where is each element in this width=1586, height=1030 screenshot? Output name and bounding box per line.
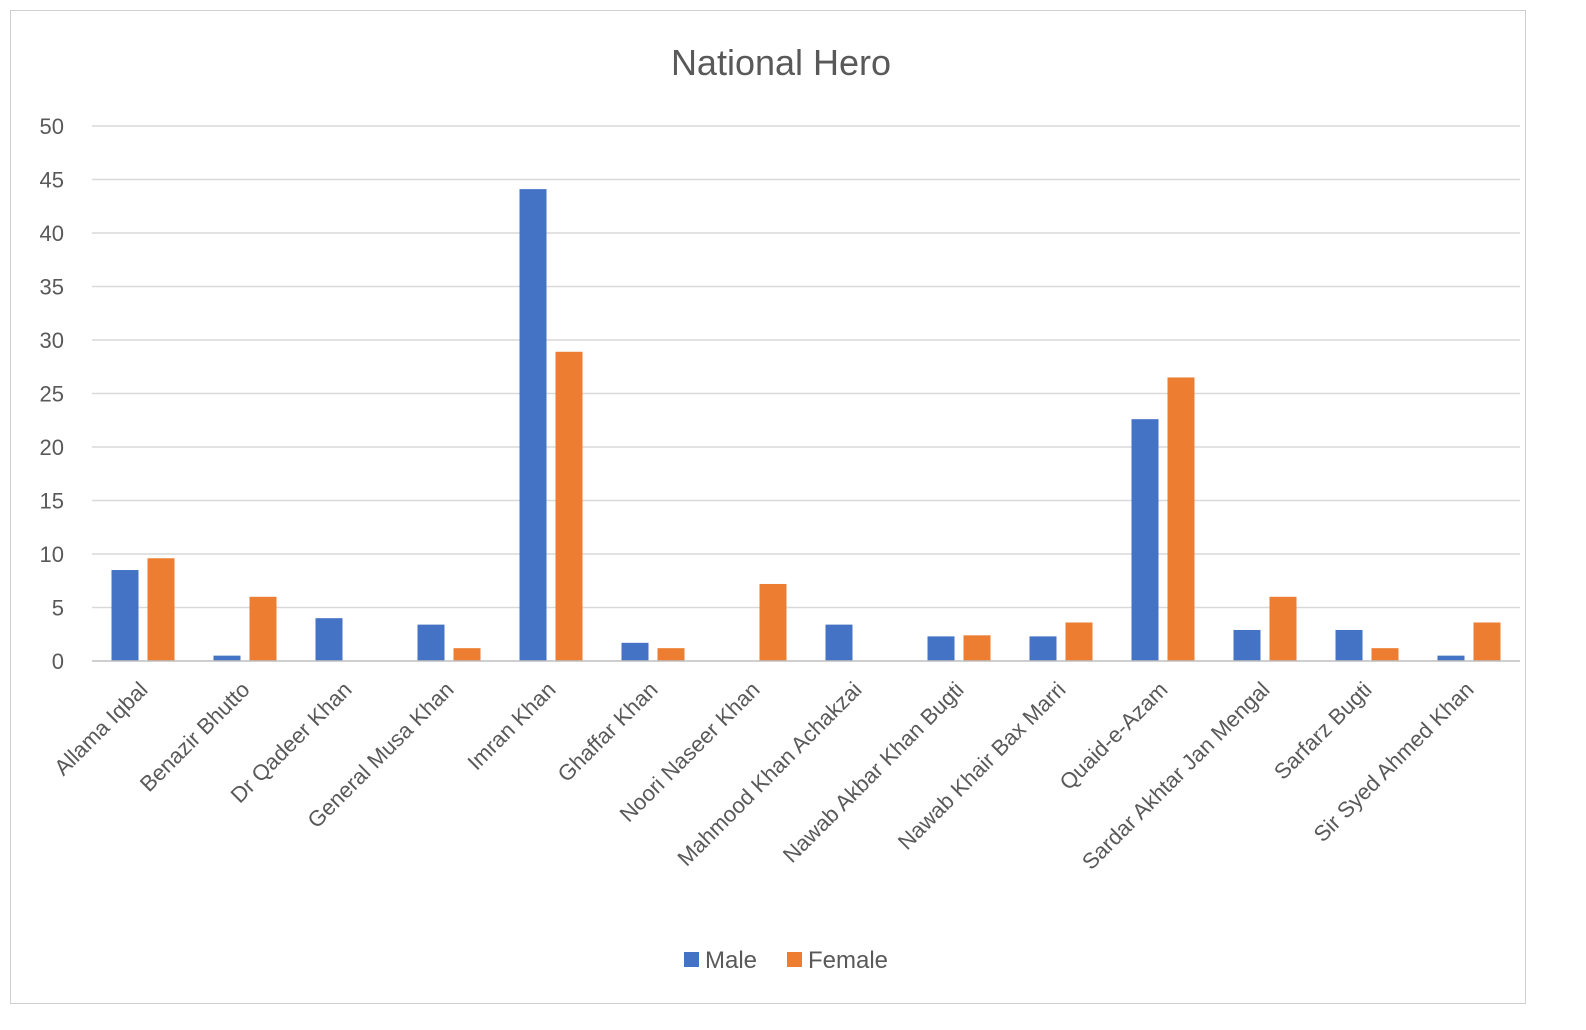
x-tick-label: Sarfarz Bugti: [1269, 677, 1377, 785]
y-tick-label: 45: [40, 168, 64, 193]
legend-swatch: [787, 952, 802, 967]
bar-female: [147, 558, 175, 661]
y-tick-label: 20: [40, 435, 64, 460]
bars: [111, 189, 1501, 661]
bar-male: [1437, 655, 1465, 661]
chart-frame: [10, 10, 1526, 1004]
y-tick-label: 30: [40, 328, 64, 353]
bar-male: [621, 642, 649, 661]
bar-male: [1029, 636, 1057, 661]
legend: Male Female: [684, 947, 888, 974]
chart-title: National Hero: [671, 42, 891, 83]
legend-label: Male: [705, 947, 757, 974]
bar-female: [1065, 622, 1093, 661]
y-axis-ticks: 0 5 10 15 20 25 30 35 40 45 50: [40, 114, 64, 674]
bar-female: [759, 583, 787, 661]
x-tick-label: Allama Iqbal: [49, 677, 152, 780]
y-tick-label: 0: [52, 649, 64, 674]
y-tick-label: 40: [40, 221, 64, 246]
bar-female: [1473, 622, 1501, 661]
bar-male: [519, 189, 547, 661]
bar-male: [1335, 629, 1363, 661]
legend-swatch: [684, 952, 699, 967]
bar-female: [555, 351, 583, 661]
x-tick-label: Ghaffar Khan: [553, 677, 663, 787]
bar-male: [111, 570, 139, 661]
bar-female: [249, 596, 277, 661]
x-tick-label: Nawab Khair Bax Marri: [893, 677, 1071, 855]
y-tick-label: 25: [40, 382, 64, 407]
y-tick-label: 15: [40, 489, 64, 514]
bar-male: [315, 618, 343, 661]
bar-female: [657, 648, 685, 661]
bar-male: [417, 624, 445, 661]
x-tick-label: Mahmood Khan Achakzai: [672, 677, 866, 871]
x-tick-label: Imran Khan: [462, 677, 560, 775]
bar-female: [1167, 377, 1195, 661]
bar-male: [1131, 419, 1159, 661]
bar-male: [927, 636, 955, 661]
bar-female: [1269, 596, 1297, 661]
bar-male: [1233, 629, 1261, 661]
bar-female: [453, 648, 481, 661]
bar-female: [963, 635, 991, 661]
bar-male: [825, 624, 853, 661]
legend-label: Female: [808, 947, 888, 974]
y-tick-label: 5: [52, 596, 64, 621]
gridlines: [92, 125, 1520, 609]
x-tick-label: Quaid-e-Azam: [1055, 677, 1173, 795]
y-tick-label: 10: [40, 542, 64, 567]
y-tick-label: 35: [40, 275, 64, 300]
bar-male: [213, 655, 241, 661]
bar-female: [1371, 648, 1399, 661]
x-tick-label: Nawab Akbar Khan Bugti: [778, 677, 969, 868]
x-tick-label: Sardar Akhtar Jan Mengal: [1077, 677, 1275, 875]
y-tick-label: 50: [40, 114, 64, 139]
